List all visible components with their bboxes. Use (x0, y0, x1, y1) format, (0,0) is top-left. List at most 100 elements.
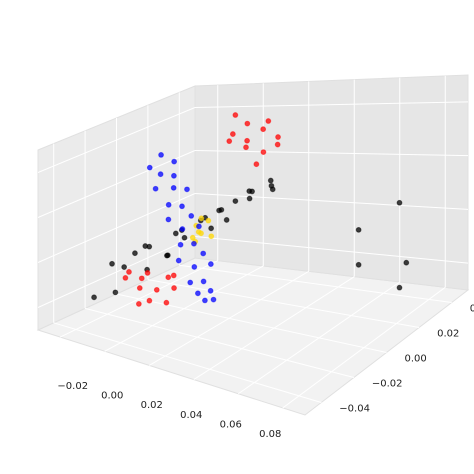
point (202, 297, 208, 304)
point (181, 234, 188, 241)
point (207, 287, 214, 294)
z-grid-line (37, 107, 196, 173)
y-tick-label: −0.02 (372, 379, 403, 390)
y-tick-label: −0.04 (339, 404, 370, 415)
point (165, 274, 172, 281)
point (184, 186, 190, 193)
point (188, 213, 195, 219)
point (196, 223, 202, 230)
y-grid-line (179, 264, 452, 303)
y-grid-line (84, 307, 355, 378)
point (246, 195, 253, 202)
point (175, 257, 182, 264)
point (136, 285, 143, 291)
point (179, 203, 185, 210)
x-tick-label: 0.02 (141, 400, 163, 411)
point (157, 171, 164, 178)
point (355, 226, 362, 233)
z-grid-line (194, 236, 469, 264)
y-tick-label: 0.04 (470, 304, 474, 315)
point (218, 206, 225, 213)
point (112, 289, 119, 296)
z-grid-line (194, 101, 469, 108)
point (153, 286, 160, 293)
z-grid-line (37, 150, 196, 218)
point (208, 225, 215, 232)
y-tick-label: 0.00 (405, 354, 427, 365)
point (195, 229, 202, 235)
y-grid-line (53, 322, 322, 403)
point (171, 285, 177, 291)
point (187, 279, 194, 286)
point (274, 141, 281, 148)
point (275, 134, 281, 140)
x-tick-label: 0.00 (101, 391, 123, 402)
x-tick-label: 0.04 (180, 410, 202, 421)
point (177, 241, 184, 248)
point (109, 260, 115, 267)
point (165, 201, 172, 208)
point (232, 112, 239, 118)
z-grid-line (194, 150, 469, 157)
point (244, 120, 251, 127)
point (223, 217, 230, 223)
point (152, 185, 159, 192)
back-pane (194, 74, 469, 291)
point (200, 250, 207, 257)
point (210, 296, 217, 303)
point (158, 151, 164, 158)
point (163, 299, 170, 306)
point (396, 284, 403, 291)
point (260, 149, 267, 155)
y-grid-line (116, 293, 387, 353)
point (164, 252, 171, 259)
point (191, 264, 198, 270)
y-tick-label: 0.02 (437, 329, 459, 340)
point (144, 270, 151, 276)
point (396, 199, 403, 206)
point (121, 264, 128, 270)
point (244, 137, 250, 144)
point (229, 131, 236, 137)
point (91, 294, 97, 301)
point (146, 164, 153, 171)
point (207, 261, 214, 267)
point (138, 275, 145, 282)
point (198, 215, 205, 222)
point (267, 177, 274, 184)
point (146, 243, 153, 250)
point (246, 188, 253, 195)
y-grid-line (147, 279, 420, 328)
point (170, 184, 177, 191)
point (126, 269, 132, 275)
point (191, 240, 197, 247)
x-tick-label: 0.06 (220, 420, 242, 431)
point (403, 259, 410, 266)
point (260, 126, 267, 133)
point (170, 272, 177, 279)
point (194, 290, 201, 297)
point (172, 230, 179, 237)
point (179, 226, 186, 232)
point (165, 216, 172, 223)
point (135, 301, 142, 307)
z-grid-line (37, 236, 196, 308)
point (189, 234, 196, 241)
point (132, 250, 138, 257)
x-tick-label: 0.08 (259, 429, 281, 440)
point (268, 182, 275, 189)
point (205, 217, 212, 224)
x-tick-label: −0.02 (57, 381, 88, 392)
point (200, 278, 207, 285)
point (232, 198, 239, 204)
point (253, 161, 260, 168)
point (146, 297, 153, 304)
z-grid-line (194, 193, 469, 210)
point (208, 233, 215, 240)
point (355, 261, 362, 268)
point (171, 158, 178, 165)
point (122, 274, 129, 281)
point (171, 172, 177, 179)
